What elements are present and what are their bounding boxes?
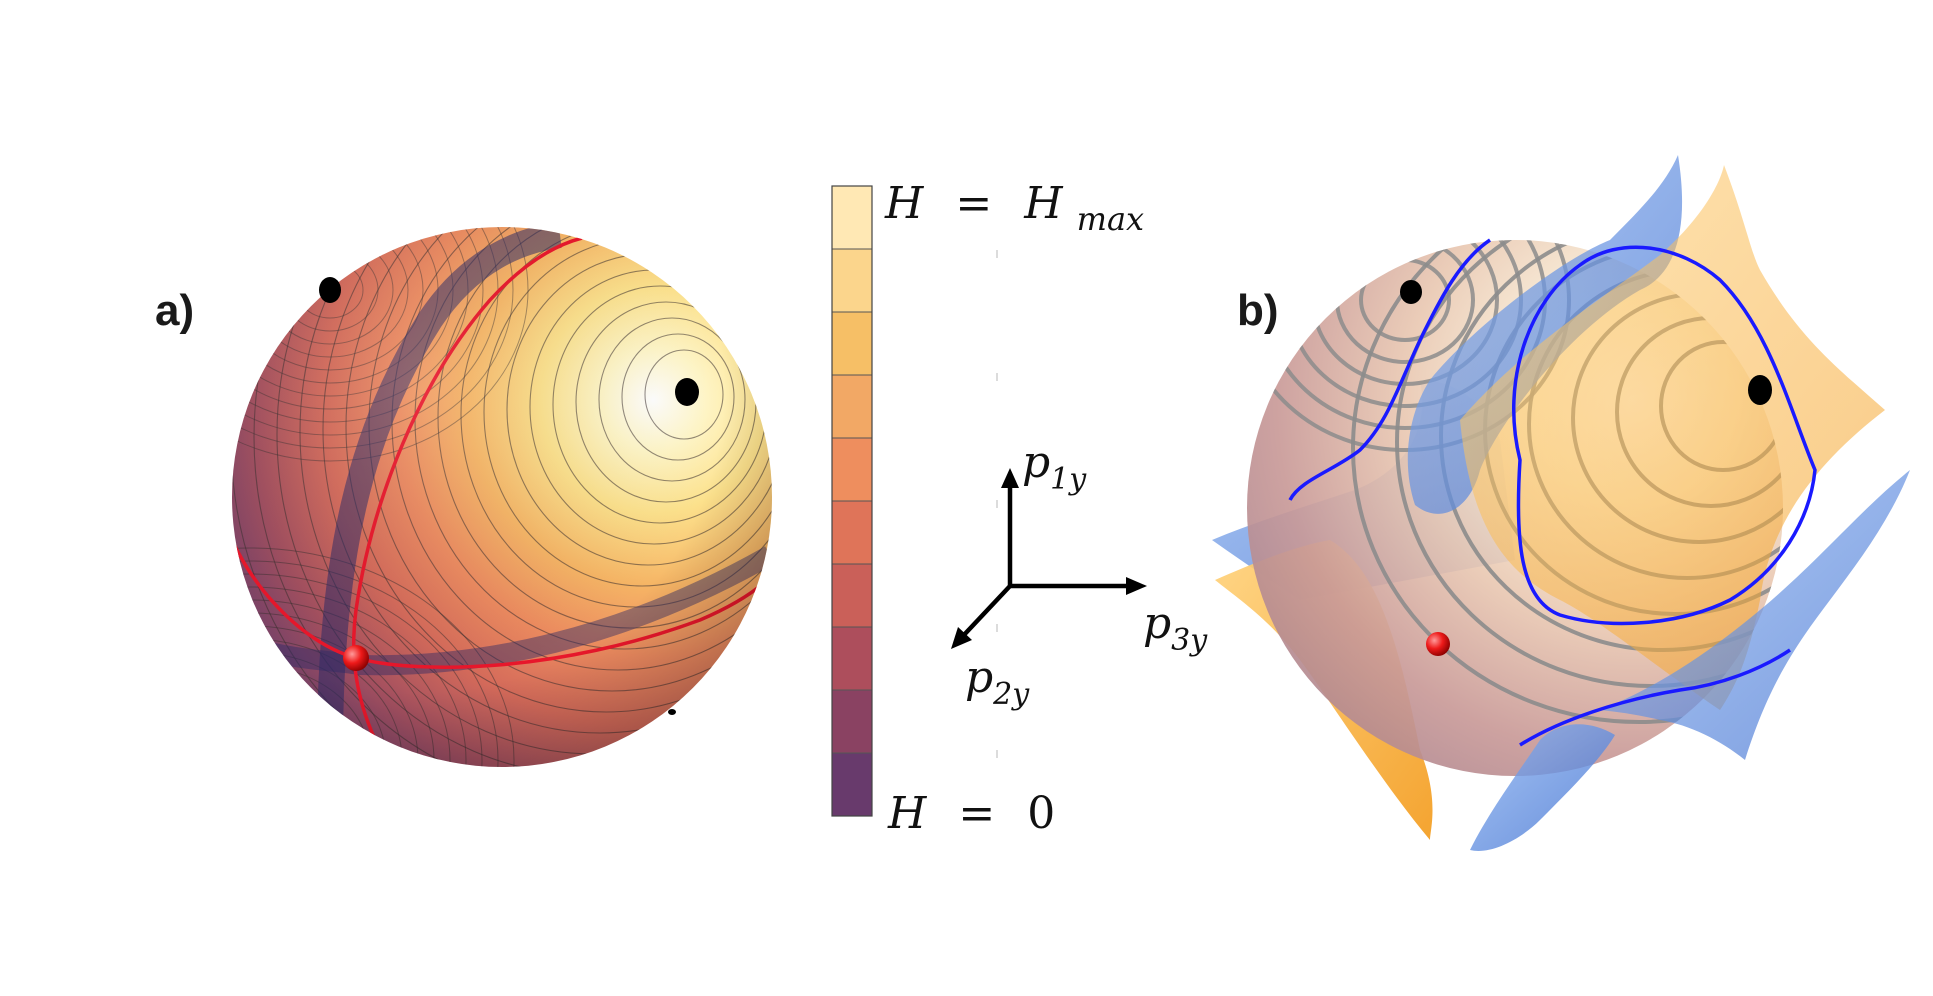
axis-triad: p1y p2y p3y [951,437,1208,712]
axis-label-horizontal: p3y [1143,598,1208,658]
colorbar-cell [832,375,872,438]
blue-curve-bottom [1519,648,1791,747]
fixed-point-edge-a [668,709,676,715]
colorbar-cell [832,249,872,312]
fixed-point-upper-left-b [1400,280,1422,304]
blue-curve-left [1288,238,1491,501]
colorbar-cell [832,690,872,753]
contour-line [232,690,339,767]
fixed-point-max-a [675,378,699,406]
saddle-point-a [343,645,369,671]
colorbar-cell [832,186,872,249]
colorbar-cells [832,186,872,816]
sphere-a-shading [232,227,772,767]
axis-label-diagonal: p2y [965,652,1030,712]
colorbar-top-label: H = H max [884,178,1144,238]
colorbar-cell [832,312,872,375]
colorbar-cell [832,564,872,627]
blue-curve-right [1512,245,1817,626]
blue-curves [1288,238,1817,747]
fixed-point-upper-left [319,277,341,303]
arrowhead-diagonal [951,627,972,649]
arrowhead-horizontal [1126,577,1147,595]
panel-a-label: a) [155,286,194,335]
colorbar-cell [832,438,872,501]
panel-b-label: b) [1237,286,1279,335]
arrowhead-vertical [1001,468,1019,488]
contour-line [232,703,323,767]
axis-diagonal [960,584,1012,639]
blue-surface-right [1600,470,1910,760]
colorbar-frame [831,185,873,817]
axis-label-vertical: p1y [1022,437,1087,497]
saddle-point-b [1426,632,1450,656]
colorbar: H = H max H = 0 [831,178,1144,839]
contour-line [232,677,355,767]
fixed-point-max-b [1748,375,1772,405]
colorbar-cell [832,753,872,816]
contour-line [1351,240,1783,724]
blue-surface-bottom [1470,724,1615,851]
colorbar-cell [832,627,872,690]
colorbar-cell [832,501,872,564]
sphere-b-scene [1212,155,1910,851]
colorbar-bottom-label: H = 0 [887,788,1055,839]
orange-surface-upper [1460,165,1885,710]
contour-line [232,716,307,767]
